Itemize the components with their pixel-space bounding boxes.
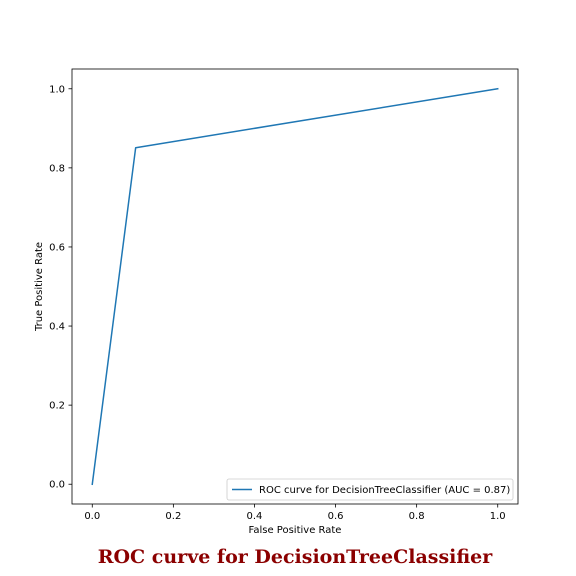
y-tick-label: 0.2 [49,401,65,412]
series-layer [91,87,499,486]
x-tick-label: 0.6 [328,511,344,522]
chart-title: ROC curve for DecisionTreeClassifier [98,546,494,568]
x-axis-label: False Positive Rate [249,525,342,536]
y-tick-label: 0.4 [49,322,65,333]
x-tick-label: 0.2 [165,511,181,522]
x-tick-label: 0.4 [247,511,263,522]
legend-box [226,478,514,501]
axes-frame [71,68,519,505]
y-axis-ticks: 0.0 0.2 0.4 0.6 0.8 1.0 [49,84,72,491]
x-tick-label: 0.0 [84,511,100,522]
legend: ROC curve for DecisionTreeClassifier (AU… [226,478,514,501]
x-axis-ticks: 0.0 0.2 0.4 0.6 0.8 1.0 [84,504,506,522]
legend-entry-label: ROC curve for DecisionTreeClassifier (AU… [259,485,510,496]
y-tick-label: 0.6 [49,242,65,253]
y-tick-label: 1.0 [49,84,65,95]
y-tick-label: 0.8 [49,163,65,174]
y-tick-label: 0.0 [49,480,65,491]
x-tick-label: 1.0 [490,511,506,522]
x-tick-label: 0.8 [409,511,425,522]
plot-area: 0.0 0.2 0.4 0.6 0.8 1.0 0.0 0.2 0.4 0.6 0.8 1.0 [49,68,519,522]
roc-curve-line [91,87,499,486]
y-axis-label: True Positive Rate [34,242,45,332]
